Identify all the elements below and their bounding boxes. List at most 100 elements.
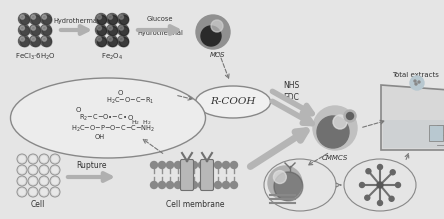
Circle shape (274, 172, 303, 201)
Circle shape (366, 169, 371, 174)
Circle shape (30, 178, 36, 184)
Polygon shape (381, 85, 444, 150)
Circle shape (274, 171, 286, 184)
Circle shape (41, 178, 47, 184)
Circle shape (39, 154, 49, 164)
Circle shape (29, 14, 40, 25)
Circle shape (28, 176, 38, 186)
Circle shape (32, 26, 41, 36)
Circle shape (230, 182, 238, 189)
Text: H$_2$  H$_2$: H$_2$ H$_2$ (131, 118, 151, 127)
Circle shape (317, 116, 349, 148)
Circle shape (206, 161, 214, 168)
Circle shape (365, 195, 370, 200)
Circle shape (201, 26, 221, 46)
Text: OH: OH (95, 134, 105, 140)
Circle shape (268, 166, 302, 200)
Circle shape (174, 161, 182, 168)
Circle shape (19, 35, 29, 46)
Circle shape (344, 110, 356, 122)
Text: FeCl$_3$$\cdot$6H$_2$O: FeCl$_3$$\cdot$6H$_2$O (15, 52, 56, 62)
Circle shape (28, 154, 38, 164)
Circle shape (159, 182, 166, 189)
Circle shape (95, 14, 107, 25)
Circle shape (313, 106, 357, 150)
Circle shape (17, 154, 27, 164)
Circle shape (108, 26, 118, 36)
Circle shape (190, 161, 198, 168)
Circle shape (50, 165, 60, 175)
Circle shape (42, 37, 47, 41)
Circle shape (198, 161, 206, 168)
Circle shape (20, 26, 30, 36)
Text: H$_2$C$-$O$-$P$-$O$-$C$-$C$-$NH$_2$: H$_2$C$-$O$-$P$-$O$-$C$-$C$-$NH$_2$ (71, 124, 155, 134)
Circle shape (107, 35, 118, 46)
Circle shape (415, 83, 417, 85)
Circle shape (52, 189, 58, 195)
Circle shape (333, 115, 347, 129)
Circle shape (377, 201, 382, 205)
Circle shape (389, 196, 394, 201)
Circle shape (32, 15, 41, 25)
Circle shape (43, 15, 52, 25)
Text: Hydrothermal: Hydrothermal (53, 18, 99, 24)
Text: EDC: EDC (283, 92, 299, 101)
Circle shape (41, 167, 47, 173)
Circle shape (20, 15, 24, 19)
Circle shape (346, 113, 353, 120)
Circle shape (214, 182, 222, 189)
Circle shape (119, 37, 123, 41)
Circle shape (190, 182, 198, 189)
Circle shape (32, 37, 41, 47)
Text: Glucose: Glucose (147, 16, 173, 22)
Polygon shape (383, 120, 444, 148)
Circle shape (19, 178, 25, 184)
Circle shape (159, 161, 166, 168)
Circle shape (31, 15, 36, 19)
Circle shape (40, 14, 52, 25)
Circle shape (198, 182, 206, 189)
Circle shape (30, 156, 36, 162)
Circle shape (39, 176, 49, 186)
Circle shape (119, 15, 129, 25)
Circle shape (97, 37, 101, 41)
Text: Cell: Cell (31, 200, 45, 209)
Circle shape (17, 187, 27, 197)
Circle shape (41, 156, 47, 162)
Circle shape (43, 37, 52, 47)
Circle shape (118, 35, 128, 46)
FancyBboxPatch shape (201, 159, 214, 191)
Circle shape (39, 187, 49, 197)
Text: Fe$_2$O$_4$: Fe$_2$O$_4$ (101, 52, 123, 62)
Circle shape (31, 37, 36, 41)
Circle shape (118, 14, 128, 25)
Circle shape (42, 15, 47, 19)
Circle shape (31, 26, 36, 30)
Circle shape (29, 25, 40, 35)
Circle shape (151, 161, 158, 168)
Circle shape (52, 178, 58, 184)
Circle shape (19, 25, 29, 35)
Circle shape (230, 161, 238, 168)
Circle shape (206, 182, 214, 189)
Circle shape (214, 161, 222, 168)
Circle shape (97, 26, 101, 30)
Circle shape (19, 14, 29, 25)
Circle shape (30, 167, 36, 173)
Ellipse shape (195, 86, 270, 118)
Circle shape (43, 26, 52, 36)
Polygon shape (413, 76, 421, 83)
Circle shape (28, 187, 38, 197)
Ellipse shape (344, 159, 416, 211)
Circle shape (182, 161, 190, 168)
Circle shape (97, 15, 107, 25)
Circle shape (19, 189, 25, 195)
Circle shape (108, 37, 118, 47)
Circle shape (211, 20, 223, 32)
Circle shape (95, 35, 107, 46)
Circle shape (50, 176, 60, 186)
Circle shape (19, 167, 25, 173)
Circle shape (42, 26, 47, 30)
Ellipse shape (11, 78, 206, 158)
FancyBboxPatch shape (429, 125, 443, 141)
